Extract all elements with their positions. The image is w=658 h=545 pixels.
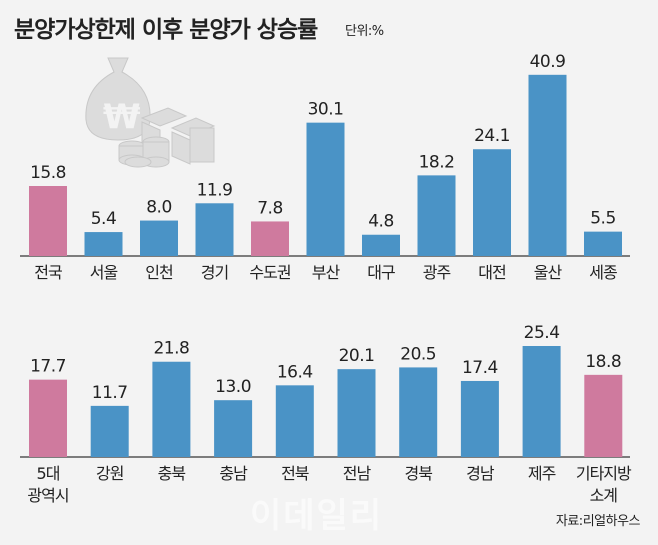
data-label: 18.2 [419, 152, 455, 172]
bar-0-4 [251, 221, 289, 256]
data-label: 15.8 [30, 163, 66, 183]
category-label: 수도권 [249, 263, 290, 282]
category-label: 충남 [219, 464, 248, 483]
svg-text:₩: ₩ [103, 97, 141, 137]
bar-0-9 [528, 74, 567, 256]
data-label: 18.8 [585, 352, 621, 372]
data-label: 5.5 [590, 209, 616, 229]
data-label: 20.5 [400, 344, 436, 364]
category-label: 전북 [281, 464, 309, 483]
category-label: 울산 [534, 263, 563, 282]
category-label: 세종 [589, 263, 617, 282]
data-label: 21.8 [153, 339, 189, 359]
bar-0-6 [362, 234, 400, 256]
data-label: 16.4 [277, 362, 313, 382]
category-label: 경남 [466, 464, 495, 483]
category-label: 제주 [528, 464, 556, 483]
category-label: 서울 [90, 263, 118, 282]
data-label: 4.8 [368, 212, 394, 232]
category-label: 인천 [145, 263, 173, 282]
category-label: 소계 [590, 486, 618, 505]
chart-title: 분양가상한제 이후 분양가 상승률 [14, 17, 318, 43]
category-label: 경북 [404, 464, 432, 483]
data-label: 25.4 [524, 323, 560, 343]
data-label: 17.4 [462, 358, 498, 378]
category-label: 부산 [312, 263, 341, 282]
data-label: 7.8 [257, 198, 283, 218]
category-label: 강원 [96, 464, 123, 483]
data-label: 30.1 [308, 100, 344, 120]
category-label: 기타지방 [576, 464, 632, 483]
data-label: 5.4 [91, 209, 117, 229]
bar-1-9 [584, 374, 623, 457]
data-label: 13.0 [215, 377, 251, 397]
category-label: 경기 [201, 263, 228, 282]
bar-1-2 [152, 361, 191, 457]
data-label: 24.1 [474, 126, 510, 146]
bar-1-1 [90, 405, 129, 457]
bar-0-7 [417, 175, 456, 256]
category-label: 광역시 [27, 486, 68, 505]
category-label: 전국 [34, 263, 62, 282]
category-label: 충북 [158, 464, 186, 483]
bar-0-2 [140, 220, 178, 256]
bar-0-1 [84, 232, 123, 256]
bar-0-10 [584, 231, 622, 256]
bar-0-0 [29, 186, 67, 256]
category-label: 광주 [423, 263, 451, 282]
category-label: 전남 [343, 464, 372, 483]
bar-0-3 [195, 203, 234, 256]
data-label: 40.9 [530, 52, 566, 72]
source-note: 자료:리얼하우스 [555, 514, 641, 529]
data-label: 17.7 [30, 357, 66, 377]
bar-1-6 [399, 367, 438, 457]
watermark: 이데일리 [250, 496, 384, 536]
bar-0-8 [473, 149, 511, 256]
data-label: 11.9 [197, 180, 233, 200]
bar-1-0 [29, 379, 67, 457]
bar-1-8 [522, 346, 561, 457]
bar-1-4 [275, 385, 314, 457]
bar-1-3 [214, 400, 253, 457]
category-label: 대전 [478, 263, 506, 282]
data-label: 20.1 [339, 346, 375, 366]
bar-1-5 [337, 369, 376, 457]
data-label: 11.7 [92, 383, 128, 403]
bar-1-7 [460, 380, 499, 457]
category-label: 5대 [37, 464, 60, 483]
category-label: 대구 [367, 263, 395, 282]
unit-label: 단위:% [345, 24, 384, 39]
bar-0-5 [306, 122, 345, 256]
data-label: 8.0 [146, 198, 172, 218]
